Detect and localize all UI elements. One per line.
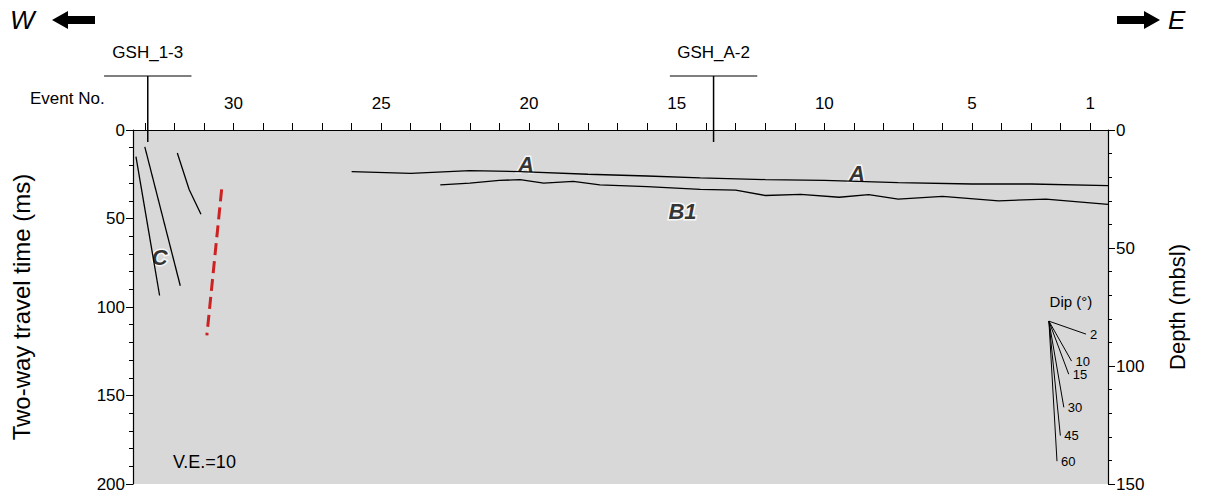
svg-text:Dip (°): Dip (°) bbox=[1050, 293, 1093, 310]
svg-text:GSH_A-2: GSH_A-2 bbox=[677, 43, 750, 62]
svg-text:V.E.=10: V.E.=10 bbox=[173, 452, 236, 472]
svg-text:45: 45 bbox=[1064, 428, 1078, 443]
svg-text:5: 5 bbox=[967, 94, 976, 113]
svg-text:50: 50 bbox=[1116, 239, 1135, 258]
svg-text:2: 2 bbox=[1090, 327, 1097, 342]
svg-text:C: C bbox=[151, 244, 168, 270]
svg-text:A: A bbox=[517, 152, 534, 177]
svg-text:150: 150 bbox=[1116, 475, 1144, 494]
svg-text:50: 50 bbox=[106, 209, 125, 228]
svg-text:B1: B1 bbox=[668, 199, 696, 224]
svg-text:W: W bbox=[10, 5, 37, 35]
svg-text:A: A bbox=[848, 160, 865, 186]
svg-text:Two-way travel time (ms): Two-way travel time (ms) bbox=[8, 174, 35, 441]
svg-text:GSH_1-3: GSH_1-3 bbox=[112, 43, 183, 62]
svg-text:1: 1 bbox=[1086, 94, 1095, 113]
svg-text:200: 200 bbox=[97, 475, 125, 494]
svg-text:25: 25 bbox=[372, 94, 391, 113]
svg-text:10: 10 bbox=[815, 94, 834, 113]
svg-text:0: 0 bbox=[1116, 121, 1125, 140]
svg-text:20: 20 bbox=[519, 94, 538, 113]
svg-text:0: 0 bbox=[116, 121, 125, 140]
svg-text:100: 100 bbox=[1116, 357, 1144, 376]
svg-text:30: 30 bbox=[224, 94, 243, 113]
svg-text:15: 15 bbox=[1073, 367, 1087, 382]
svg-text:100: 100 bbox=[97, 298, 125, 317]
svg-text:E: E bbox=[1168, 5, 1186, 35]
svg-text:Event No.: Event No. bbox=[30, 89, 105, 108]
svg-text:60: 60 bbox=[1061, 454, 1075, 469]
svg-text:150: 150 bbox=[97, 386, 125, 405]
svg-text:Depth (mbsl): Depth (mbsl) bbox=[1165, 244, 1190, 370]
svg-text:10: 10 bbox=[1075, 353, 1090, 369]
svg-text:30: 30 bbox=[1068, 400, 1082, 415]
svg-text:15: 15 bbox=[667, 94, 686, 113]
